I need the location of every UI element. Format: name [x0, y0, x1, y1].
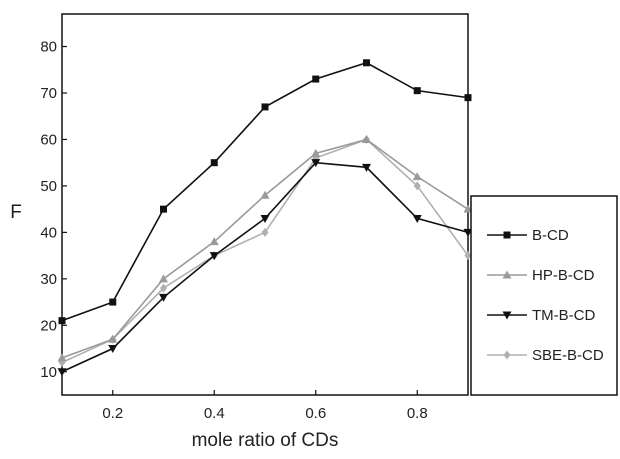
data-point	[109, 298, 117, 306]
legend-marker-hp-b-cd	[502, 270, 512, 279]
data-point	[260, 190, 270, 199]
data-point	[57, 353, 67, 362]
series-layer	[57, 59, 473, 377]
data-point	[260, 214, 270, 223]
data-point	[209, 237, 219, 246]
data-point	[209, 252, 219, 261]
legend: B-CD HP-B-CD TM-B-CD SBE-B-CD	[470, 195, 618, 396]
data-point	[412, 172, 422, 181]
axes: 10 20 30 40 50 60 70 80 0.2 0.4 0.6 0.8	[40, 13, 469, 422]
data-point	[464, 251, 472, 261]
y-tick-label: 80	[40, 39, 57, 56]
data-point	[413, 181, 421, 191]
legend-label-sbe-b-cd: SBE-B-CD	[532, 347, 604, 364]
data-point	[159, 274, 168, 283]
x-tick-label: 0.8	[407, 405, 428, 422]
data-point	[108, 345, 118, 354]
series-b-cd	[58, 59, 472, 325]
data-point	[57, 368, 67, 377]
y-tick-label: 10	[40, 364, 57, 381]
legend-marker-tm-b-cd	[502, 311, 512, 320]
data-point	[413, 87, 421, 95]
legend-marker-b-cd	[503, 231, 511, 239]
data-point	[363, 59, 370, 67]
series-tm-b-cd	[57, 159, 473, 377]
x-tick-label: 0.6	[305, 405, 326, 422]
legend-label-b-cd: B-CD	[532, 227, 569, 244]
data-point	[210, 159, 218, 167]
data-point	[160, 283, 167, 293]
y-axis-label: F	[10, 202, 22, 223]
x-tick-label: 0.2	[102, 405, 123, 422]
legend-label-hp-b-cd: HP-B-CD	[532, 267, 595, 284]
y-tick-label: 60	[40, 131, 57, 148]
series-hp-b-cd	[57, 134, 473, 362]
series-line-sbe-b-cd	[61, 138, 469, 364]
y-tick-label: 70	[40, 85, 57, 102]
legend-box	[470, 195, 618, 396]
data-point	[412, 214, 422, 223]
data-point	[261, 103, 269, 111]
x-tick-label: 0.4	[204, 405, 225, 422]
legend-label-tm-b-cd: TM-B-CD	[532, 307, 595, 324]
data-point	[311, 148, 321, 157]
legend-marker-sbe-b-cd	[503, 350, 511, 360]
data-point	[159, 293, 168, 302]
y-tick-label: 20	[40, 317, 57, 334]
data-point	[362, 134, 371, 143]
series-line-hp-b-cd	[61, 138, 469, 359]
data-point	[160, 205, 167, 213]
y-tick-label: 40	[40, 224, 57, 241]
data-point	[311, 159, 321, 168]
data-point	[108, 334, 118, 343]
data-point	[261, 227, 269, 237]
plot-frame	[61, 13, 469, 396]
data-point	[312, 75, 320, 83]
data-point	[464, 94, 472, 102]
x-axis-label: mole ratio of CDs	[192, 430, 339, 451]
series-sbe-b-cd	[58, 134, 472, 367]
y-tick-label: 30	[40, 271, 57, 288]
data-point	[362, 163, 371, 172]
data-point	[58, 317, 66, 325]
y-tick-label: 50	[40, 178, 57, 195]
